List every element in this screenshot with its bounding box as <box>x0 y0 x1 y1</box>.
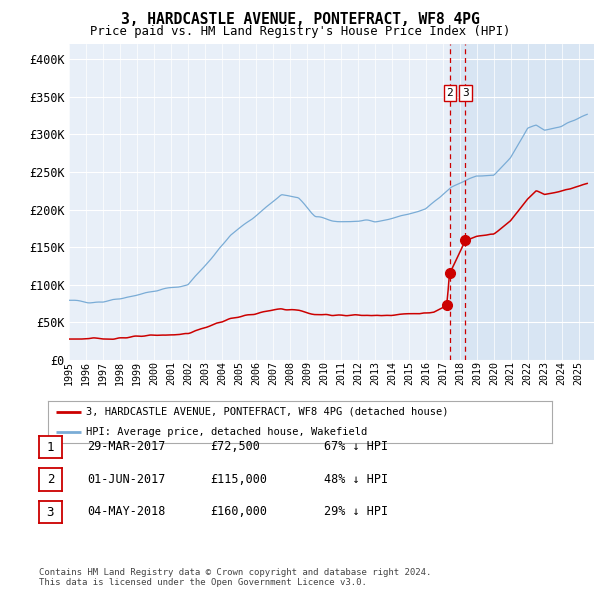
Text: 29% ↓ HPI: 29% ↓ HPI <box>324 505 388 518</box>
Text: 01-JUN-2017: 01-JUN-2017 <box>87 473 166 486</box>
Text: 3, HARDCASTLE AVENUE, PONTEFRACT, WF8 4PG (detached house): 3, HARDCASTLE AVENUE, PONTEFRACT, WF8 4P… <box>86 407 448 417</box>
Text: 04-MAY-2018: 04-MAY-2018 <box>87 505 166 518</box>
Text: 29-MAR-2017: 29-MAR-2017 <box>87 440 166 453</box>
Text: 3, HARDCASTLE AVENUE, PONTEFRACT, WF8 4PG: 3, HARDCASTLE AVENUE, PONTEFRACT, WF8 4P… <box>121 12 479 27</box>
Text: Contains HM Land Registry data © Crown copyright and database right 2024.
This d: Contains HM Land Registry data © Crown c… <box>39 568 431 587</box>
Text: 3: 3 <box>462 88 469 98</box>
Text: Price paid vs. HM Land Registry's House Price Index (HPI): Price paid vs. HM Land Registry's House … <box>90 25 510 38</box>
Text: 1: 1 <box>47 441 54 454</box>
Text: £160,000: £160,000 <box>210 505 267 518</box>
Bar <box>450 44 594 360</box>
Text: 67% ↓ HPI: 67% ↓ HPI <box>324 440 388 453</box>
Text: 48% ↓ HPI: 48% ↓ HPI <box>324 473 388 486</box>
Text: 3: 3 <box>47 506 54 519</box>
Text: £72,500: £72,500 <box>210 440 260 453</box>
Text: £115,000: £115,000 <box>210 473 267 486</box>
Text: 2: 2 <box>47 473 54 486</box>
Text: HPI: Average price, detached house, Wakefield: HPI: Average price, detached house, Wake… <box>86 427 367 437</box>
Text: 2: 2 <box>446 88 453 98</box>
